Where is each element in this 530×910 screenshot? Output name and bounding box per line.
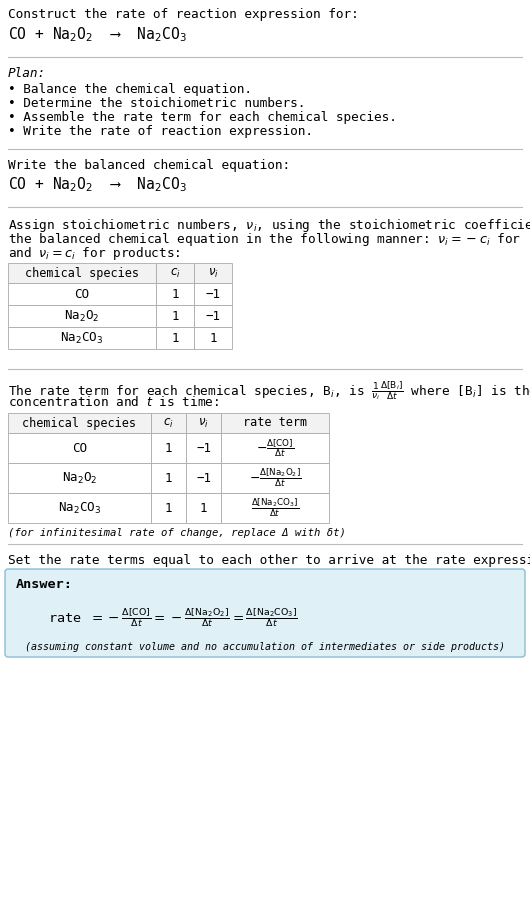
- Text: 1: 1: [165, 471, 172, 484]
- Text: $-\frac{\Delta[\mathrm{CO}]}{\Delta t}$: $-\frac{\Delta[\mathrm{CO}]}{\Delta t}$: [256, 437, 294, 459]
- Text: 1: 1: [171, 288, 179, 300]
- Bar: [186, 463, 221, 493]
- Text: Write the balanced chemical equation:: Write the balanced chemical equation:: [8, 159, 290, 172]
- Bar: [8, 463, 151, 493]
- Text: Na$_2$O$_2$: Na$_2$O$_2$: [62, 470, 97, 486]
- Text: CO + Na$_2$O$_2$  ⟶  Na$_2$CO$_3$: CO + Na$_2$O$_2$ ⟶ Na$_2$CO$_3$: [8, 175, 187, 194]
- Bar: [151, 493, 186, 523]
- Text: 1: 1: [165, 441, 172, 454]
- Text: Set the rate terms equal to each other to arrive at the rate expression:: Set the rate terms equal to each other t…: [8, 554, 530, 567]
- Bar: [221, 463, 329, 493]
- Bar: [221, 493, 329, 523]
- Bar: [156, 305, 194, 327]
- Bar: [151, 433, 186, 463]
- Text: Answer:: Answer:: [16, 578, 73, 591]
- Bar: [151, 413, 186, 433]
- Bar: [194, 305, 232, 327]
- Text: • Determine the stoichiometric numbers.: • Determine the stoichiometric numbers.: [8, 97, 305, 110]
- Text: Construct the rate of reaction expression for:: Construct the rate of reaction expressio…: [8, 8, 359, 21]
- Bar: [8, 493, 151, 523]
- Bar: [194, 263, 232, 283]
- Text: 1: 1: [209, 331, 217, 345]
- Text: The rate term for each chemical species, B$_i$, is $\frac{1}{\nu_i}\frac{\Delta[: The rate term for each chemical species,…: [8, 379, 530, 402]
- Text: Plan:: Plan:: [8, 67, 46, 80]
- Text: • Assemble the rate term for each chemical species.: • Assemble the rate term for each chemic…: [8, 111, 397, 124]
- Text: • Balance the chemical equation.: • Balance the chemical equation.: [8, 83, 252, 96]
- Bar: [8, 283, 156, 305]
- Bar: [156, 327, 194, 349]
- Text: chemical species: chemical species: [22, 417, 137, 430]
- Bar: [186, 433, 221, 463]
- Text: Na$_2$CO$_3$: Na$_2$CO$_3$: [58, 501, 101, 516]
- Text: and $\nu_i = c_i$ for products:: and $\nu_i = c_i$ for products:: [8, 245, 181, 262]
- FancyBboxPatch shape: [5, 569, 525, 657]
- Bar: [194, 283, 232, 305]
- Text: −1: −1: [206, 309, 220, 322]
- Text: −1: −1: [206, 288, 220, 300]
- Bar: [186, 493, 221, 523]
- Text: $c_i$: $c_i$: [170, 267, 180, 279]
- Text: chemical species: chemical species: [25, 267, 139, 279]
- Text: Na$_2$O$_2$: Na$_2$O$_2$: [64, 308, 100, 324]
- Bar: [156, 283, 194, 305]
- Text: $-\frac{\Delta[\mathrm{Na_2O_2}]}{\Delta t}$: $-\frac{\Delta[\mathrm{Na_2O_2}]}{\Delta…: [249, 467, 301, 490]
- Text: −1: −1: [196, 471, 211, 484]
- Text: 1: 1: [171, 331, 179, 345]
- Bar: [8, 327, 156, 349]
- Text: CO: CO: [75, 288, 90, 300]
- Bar: [8, 433, 151, 463]
- Text: 1: 1: [165, 501, 172, 514]
- Text: the balanced chemical equation in the following manner: $\nu_i = -c_i$ for react: the balanced chemical equation in the fo…: [8, 231, 530, 248]
- Text: 1: 1: [200, 501, 207, 514]
- Text: $c_i$: $c_i$: [163, 417, 174, 430]
- Text: $\nu_i$: $\nu_i$: [198, 417, 209, 430]
- Bar: [186, 413, 221, 433]
- Text: $\frac{\Delta[\mathrm{Na_2CO_3}]}{\Delta t}$: $\frac{\Delta[\mathrm{Na_2CO_3}]}{\Delta…: [251, 497, 299, 520]
- Text: (assuming constant volume and no accumulation of intermediates or side products): (assuming constant volume and no accumul…: [25, 642, 505, 652]
- Text: CO + Na$_2$O$_2$  ⟶  Na$_2$CO$_3$: CO + Na$_2$O$_2$ ⟶ Na$_2$CO$_3$: [8, 25, 187, 44]
- Text: concentration and $t$ is time:: concentration and $t$ is time:: [8, 395, 219, 409]
- Bar: [8, 263, 156, 283]
- Text: • Write the rate of reaction expression.: • Write the rate of reaction expression.: [8, 125, 313, 138]
- Text: Na$_2$CO$_3$: Na$_2$CO$_3$: [60, 330, 103, 346]
- Bar: [8, 413, 151, 433]
- Bar: [194, 327, 232, 349]
- Text: −1: −1: [196, 441, 211, 454]
- Text: rate term: rate term: [243, 417, 307, 430]
- Bar: [221, 413, 329, 433]
- Text: rate $= -\frac{\Delta[\mathrm{CO}]}{\Delta t} = -\frac{\Delta[\mathrm{Na_2O_2}]}: rate $= -\frac{\Delta[\mathrm{CO}]}{\Del…: [48, 606, 298, 630]
- Bar: [8, 305, 156, 327]
- Text: CO: CO: [72, 441, 87, 454]
- Text: (for infinitesimal rate of change, replace Δ with δt): (for infinitesimal rate of change, repla…: [8, 528, 346, 538]
- Bar: [221, 433, 329, 463]
- Bar: [151, 463, 186, 493]
- Bar: [156, 263, 194, 283]
- Text: Assign stoichiometric numbers, $\nu_i$, using the stoichiometric coefficients, $: Assign stoichiometric numbers, $\nu_i$, …: [8, 217, 530, 234]
- Text: $\nu_i$: $\nu_i$: [208, 267, 218, 279]
- Text: 1: 1: [171, 309, 179, 322]
